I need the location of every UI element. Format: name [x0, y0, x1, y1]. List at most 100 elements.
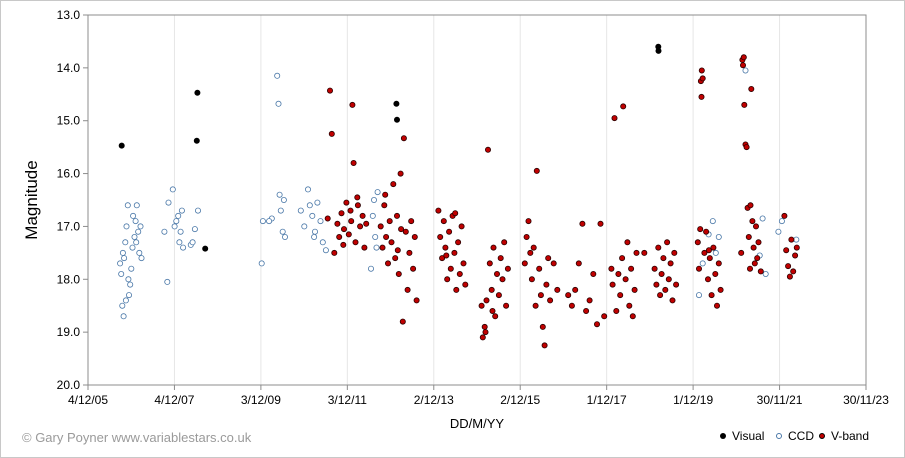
point-ccd	[793, 236, 800, 243]
x-axis-label: DD/M/YY	[450, 416, 505, 431]
point-ccd	[165, 199, 172, 206]
point-vband	[338, 210, 345, 217]
point-vband	[747, 202, 754, 209]
point-vband	[673, 281, 680, 288]
point-vband	[486, 260, 493, 267]
point-vband	[608, 265, 615, 272]
point-vband	[488, 286, 495, 293]
point-ccd	[709, 218, 716, 225]
point-vband	[783, 247, 790, 254]
point-vband	[701, 249, 708, 256]
point-vband	[328, 130, 335, 137]
point-vband	[394, 247, 401, 254]
point-visual	[202, 245, 209, 252]
point-vband	[484, 146, 491, 153]
legend-ccd: CCD	[776, 428, 814, 443]
point-vband	[755, 239, 762, 246]
point-ccd	[118, 270, 125, 277]
point-ccd	[311, 228, 318, 235]
point-vband	[345, 231, 352, 238]
point-vband	[790, 268, 797, 275]
point-vband	[541, 342, 548, 349]
point-vband	[622, 276, 629, 283]
point-ccd	[124, 202, 131, 209]
point-ccd	[173, 218, 180, 225]
point-vband	[660, 255, 667, 262]
y-tick-label: 15.0	[57, 114, 81, 128]
point-vband	[527, 249, 534, 256]
point-vband	[664, 239, 671, 246]
point-ccd	[126, 292, 133, 299]
y-tick-label: 14.0	[57, 61, 81, 75]
point-vband	[503, 302, 510, 309]
point-ccd	[277, 207, 284, 214]
point-vband	[361, 244, 368, 251]
point-vband	[626, 302, 633, 309]
point-vband	[388, 239, 395, 246]
point-ccd	[304, 186, 311, 193]
legend-visual: Visual	[720, 428, 764, 443]
point-ccd	[191, 226, 198, 233]
point-ccd	[128, 265, 135, 272]
y-tick-label: 19.0	[57, 325, 81, 339]
point-vband	[757, 268, 764, 275]
point-vband	[348, 218, 355, 225]
point-ccd	[127, 281, 134, 288]
point-vband	[740, 54, 747, 61]
point-vband	[340, 241, 347, 248]
point-ccd	[276, 191, 283, 198]
point-vband	[565, 292, 572, 299]
point-vband	[554, 286, 561, 293]
point-ccd	[137, 223, 144, 230]
point-vband	[456, 270, 463, 277]
point-vband	[662, 286, 669, 293]
point-vband	[575, 260, 582, 267]
point-vband	[492, 313, 499, 320]
point-ccd	[132, 218, 139, 225]
point-ccd	[135, 228, 142, 235]
point-vband	[352, 239, 359, 246]
point-vband	[629, 313, 636, 320]
point-vband	[706, 255, 713, 262]
point-ccd	[373, 244, 380, 251]
point-vband	[493, 270, 500, 277]
point-ccd	[778, 218, 785, 225]
point-vband	[443, 252, 450, 259]
point-ccd	[136, 249, 143, 256]
point-vband	[698, 67, 705, 74]
point-vband	[539, 323, 546, 330]
point-vband	[483, 297, 490, 304]
point-vband	[347, 207, 354, 214]
point-vband	[590, 270, 597, 277]
point-vband	[703, 228, 710, 235]
point-vband	[489, 307, 496, 314]
point-ccd	[171, 223, 178, 230]
point-vband	[324, 215, 331, 222]
point-vband	[406, 249, 413, 256]
point-vband	[671, 249, 678, 256]
point-vband	[537, 292, 544, 299]
x-tick-label: 3/12/11	[328, 393, 367, 407]
point-vband	[444, 276, 451, 283]
point-vband	[792, 252, 799, 259]
point-visual	[118, 142, 125, 149]
point-vband	[455, 239, 462, 246]
point-ccd	[138, 255, 145, 262]
point-vband	[753, 223, 760, 230]
point-vband	[740, 62, 747, 69]
point-vband	[741, 101, 748, 108]
x-tick-label: 4/12/05	[68, 393, 108, 407]
point-ccd	[311, 233, 318, 240]
point-vband	[334, 220, 341, 227]
point-vband	[381, 202, 388, 209]
point-ccd	[180, 244, 187, 251]
x-tick-label: 2/12/15	[500, 393, 540, 407]
point-ccd	[759, 215, 766, 222]
point-vband	[437, 233, 444, 240]
point-vband	[617, 292, 624, 299]
point-vband	[754, 255, 761, 262]
point-vband	[523, 233, 530, 240]
point-ccd	[317, 218, 324, 225]
x-tick-label: 30/11/23	[843, 393, 889, 407]
